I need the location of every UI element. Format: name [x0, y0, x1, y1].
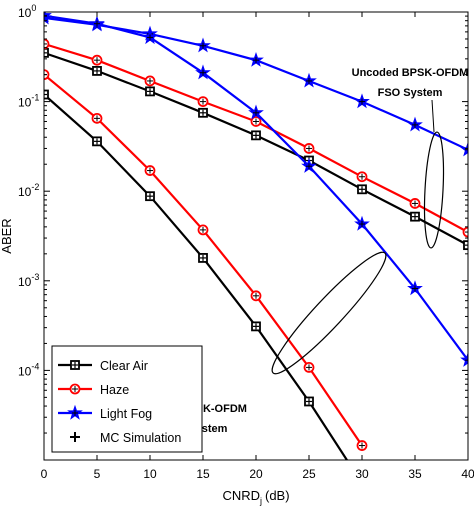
annotation-uncoded-line-1: Uncoded BPSK-OFDM	[352, 67, 469, 79]
y-tick-label-exp: -3	[31, 272, 39, 282]
x-tick-label-6: 30	[355, 467, 369, 481]
y-tick-label-base: 10	[18, 6, 32, 20]
y-tick-label-2: 10-2	[18, 182, 39, 199]
series-5-point-0	[44, 12, 52, 23]
x-tick-label-8: 40	[461, 467, 474, 481]
x-tick-label-7: 35	[408, 467, 422, 481]
series-2-point-8	[460, 141, 468, 157]
y-tick-label-base: 10	[18, 185, 32, 199]
legend-label-3: MC Simulation	[100, 431, 181, 445]
y-tick-label-base: 10	[18, 96, 32, 110]
y-tick-label-base: 10	[18, 364, 32, 378]
annotation-coded-ellipse	[271, 251, 387, 375]
y-tick-label-exp: 0	[31, 3, 36, 13]
legend: Clear Air Haze Light Fog MC Simulation	[51, 345, 203, 453]
y-tick-label-exp: -1	[31, 93, 39, 103]
x-axis-label-main: CNRD	[222, 488, 260, 503]
x-tick-label-4: 20	[249, 467, 263, 481]
series-layer	[44, 12, 468, 460]
annotation-uncoded-ellipse	[423, 131, 445, 249]
x-tick-label-1: 5	[94, 467, 101, 481]
y-tick-label-1: 10-3	[18, 272, 39, 289]
x-tick-label-0: 0	[41, 467, 48, 481]
x-tick-label-5: 25	[302, 467, 316, 481]
legend-label-2: Light Fog	[100, 407, 152, 421]
y-tick-label-base: 10	[18, 275, 32, 289]
legend-label-0: Clear Air	[100, 359, 148, 373]
x-axis-label-sub: j	[259, 496, 262, 506]
legend-label-1: Haze	[100, 383, 129, 397]
x-tick-label-3: 15	[196, 467, 210, 481]
y-tick-label-4: 100	[18, 3, 36, 20]
series-5-point-8	[460, 351, 468, 367]
x-tick-label-2: 10	[143, 467, 157, 481]
y-tick-label-0: 10-4	[18, 361, 39, 378]
x-axis-label-unit: (dB)	[265, 488, 290, 503]
y-tick-label-exp: -2	[31, 182, 39, 192]
y-tick-label-3: 10-1	[18, 93, 39, 110]
annotation-uncoded-line-2: FSO System	[378, 87, 443, 99]
y-axis-label: ABER	[0, 218, 14, 253]
annotation-uncoded-pointer	[431, 99, 435, 133]
y-tick-label-exp: -4	[31, 361, 39, 371]
x-axis-label: CNRDj (dB)	[222, 488, 289, 506]
